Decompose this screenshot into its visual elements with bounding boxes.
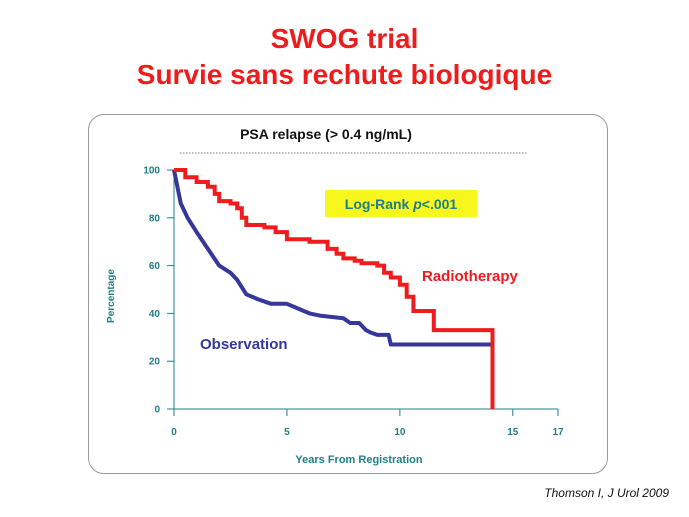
y-axis-label: Percentage <box>106 269 117 323</box>
y-tick-label: 20 <box>149 357 161 368</box>
y-tick-label: 0 <box>154 405 160 416</box>
x-axis: 0 5 10 15 17 <box>171 408 564 438</box>
logrank-annotation: Log-Rank p<.001 <box>345 196 458 212</box>
y-tick-label: 100 <box>143 166 160 177</box>
x-axis-label: Years From Registration <box>295 454 422 466</box>
logrank-p: p <box>412 196 422 212</box>
legend-radiotherapy: Radiotherapy <box>422 268 519 285</box>
x-tick-label: 5 <box>284 427 290 438</box>
legend-observation: Observation <box>200 336 288 353</box>
x-tick-label: 10 <box>394 427 406 438</box>
x-tick-label: 0 <box>171 427 177 438</box>
logrank-value: <.001 <box>422 196 458 212</box>
citation: Thomson I, J Urol 2009 <box>544 486 669 500</box>
y-axis: 0 20 40 60 80 100 <box>143 166 175 416</box>
x-tick-label: 17 <box>552 427 564 438</box>
y-tick-label: 60 <box>149 261 161 272</box>
y-tick-label: 40 <box>149 309 161 320</box>
series-observation-line <box>172 169 493 347</box>
logrank-label: Log-Rank <box>345 196 410 212</box>
y-tick-label: 80 <box>149 213 161 224</box>
slide-title: SWOG trial <box>270 23 419 54</box>
x-tick-label: 15 <box>507 427 519 438</box>
logrank-box <box>325 190 477 217</box>
chart-subtitle: PSA relapse (> 0.4 ng/mL) <box>240 126 412 142</box>
slide-subtitle: Survie sans rechute biologique <box>136 59 553 90</box>
series-radiotherapy-line <box>174 168 495 409</box>
